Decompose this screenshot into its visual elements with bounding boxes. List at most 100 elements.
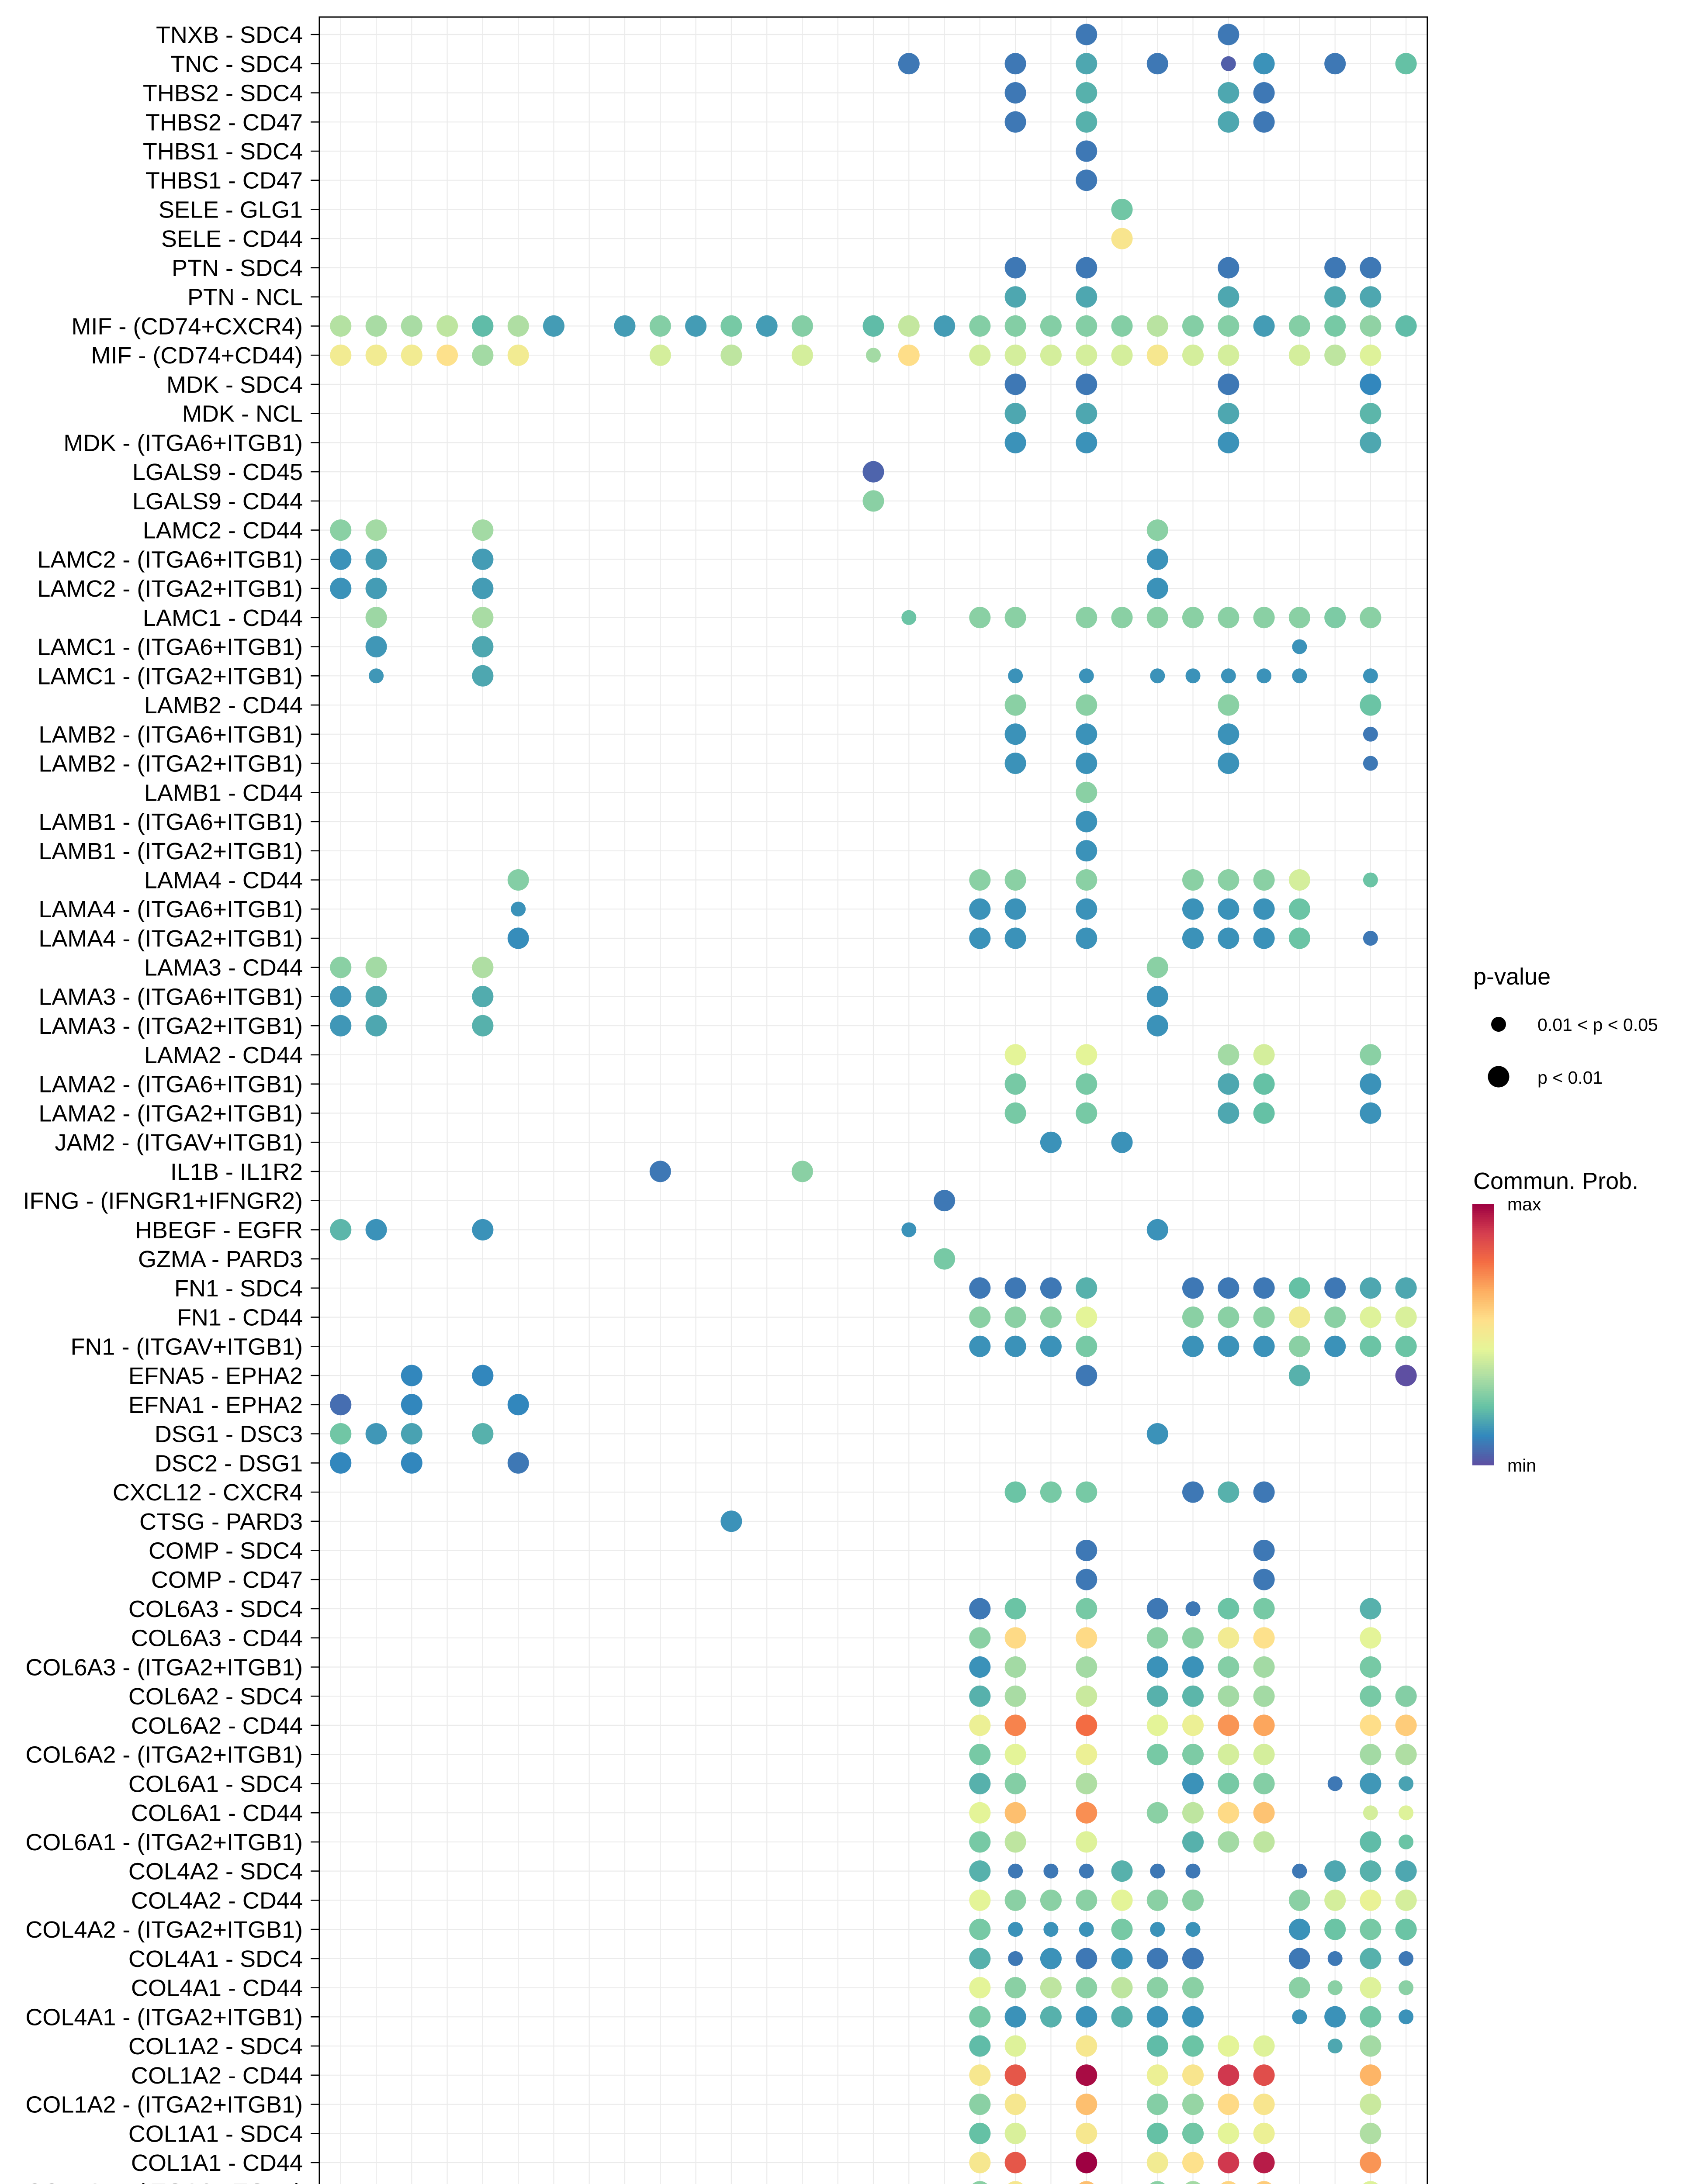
colorbar-segment [1472, 1408, 1494, 1411]
bubble [1395, 1744, 1417, 1766]
y-tick-label: DSG1 - DSC3 [155, 1421, 303, 1448]
bubble [401, 1452, 422, 1474]
bubble [1008, 668, 1023, 684]
bubble [1360, 2094, 1381, 2115]
colorbar-segment [1472, 1372, 1494, 1374]
colorbar-segment [1472, 1293, 1494, 1296]
colorbar-segment [1472, 1437, 1494, 1439]
bubble [330, 1423, 352, 1444]
bubble [1253, 2064, 1275, 2086]
bubble [1004, 82, 1026, 104]
bubble [1004, 694, 1026, 716]
colorbar-segment [1472, 1204, 1494, 1207]
bubble [1182, 1744, 1204, 1766]
colorbar-segment [1472, 1354, 1494, 1357]
bubble [1146, 2152, 1168, 2174]
size-legend-key-large [1488, 1066, 1510, 1088]
bubble [1218, 1714, 1239, 1736]
bubble [1288, 1977, 1310, 1999]
bubble [1004, 1656, 1026, 1678]
bubble [1150, 2181, 1165, 2184]
colorbar-segment [1472, 1400, 1494, 1403]
bubble [1360, 1918, 1381, 1940]
bubble [1004, 1744, 1026, 1766]
bubble [1076, 1540, 1098, 1561]
bubble [1218, 2064, 1239, 2086]
colorbar-segment [1472, 1248, 1494, 1251]
bubble [1076, 1569, 1098, 1590]
bubble [1079, 668, 1094, 684]
bubble [1399, 1834, 1414, 1849]
colorbar-segment [1472, 1384, 1494, 1387]
bubble [934, 1248, 956, 1270]
colorbar-segment [1472, 1367, 1494, 1370]
y-tick-label: EFNA5 - EPHA2 [128, 1363, 303, 1389]
size-legend-label-large: p < 0.01 [1537, 1068, 1603, 1088]
colorbar-segment [1472, 1280, 1494, 1283]
colorbar-segment [1472, 1210, 1494, 1213]
bubble [1008, 1951, 1023, 1966]
bubble [1218, 1073, 1239, 1095]
bubble [1395, 1365, 1417, 1386]
bubble [1360, 1598, 1381, 1620]
y-tick-label: PTN - NCL [187, 284, 303, 311]
bubble [969, 1656, 991, 1678]
y-tick-label: FN1 - SDC4 [174, 1275, 303, 1302]
colorbar-segment [1472, 1397, 1494, 1400]
bubble [1253, 1831, 1275, 1853]
bubble [1360, 607, 1381, 629]
bubble [1004, 1044, 1026, 1066]
bubble [1218, 315, 1239, 337]
bubble [1004, 1481, 1026, 1503]
bubble [1076, 607, 1098, 629]
bubble [685, 315, 707, 337]
bubble [1253, 2094, 1275, 2115]
bubble [1182, 1481, 1204, 1503]
bubble [1076, 1044, 1098, 1066]
bubble [1218, 24, 1239, 45]
bubble [1292, 2009, 1307, 2025]
bubble [1399, 2009, 1414, 2025]
bubble [1257, 668, 1272, 684]
y-tick-label: MDK - SDC4 [166, 372, 303, 398]
colorbar-segment [1472, 1343, 1494, 1346]
bubble [1363, 872, 1378, 888]
bubble [1076, 140, 1098, 162]
colorbar-segment [1472, 1356, 1494, 1359]
bubble [1076, 1685, 1098, 1707]
bubble [1324, 1335, 1346, 1357]
bubble [1288, 1306, 1310, 1328]
y-tick-label: LAMB1 - (ITGA2+ITGB1) [38, 838, 303, 864]
bubble [330, 986, 352, 1007]
bubble [1288, 1889, 1310, 1911]
bubble [1253, 111, 1275, 133]
bubble [1004, 927, 1026, 949]
legend: p-value 0.01 < p < 0.05 p < 0.01 Commun.… [1472, 964, 1658, 1476]
bubble [472, 665, 494, 687]
bubble [1040, 1306, 1062, 1328]
bubble [1395, 315, 1417, 337]
colorbar-segment [1472, 1365, 1494, 1368]
bubble [1004, 723, 1026, 745]
bubble [1360, 1277, 1381, 1299]
colorbar-segment [1472, 1321, 1494, 1324]
bubble [1218, 1831, 1239, 1853]
bubble [1395, 1714, 1417, 1736]
bubble [969, 1802, 991, 1824]
bubble [1076, 1802, 1098, 1824]
bubble [1182, 1656, 1204, 1678]
bubble [1253, 1656, 1275, 1678]
bubble [1185, 1922, 1201, 1937]
y-tick-label: MDK - (ITGA6+ITGB1) [63, 430, 303, 456]
bubble [1146, 53, 1168, 75]
bubble [401, 1365, 422, 1386]
bubble [969, 607, 991, 629]
bubble [1327, 2039, 1343, 2054]
colorbar-segment [1472, 1350, 1494, 1352]
y-tick-label: JAM2 - (ITGAV+ITGB1) [55, 1130, 303, 1156]
bubble [330, 315, 352, 337]
bubble [862, 461, 884, 483]
colorbar-segment [1472, 1254, 1494, 1257]
colorbar-segment [1472, 1308, 1494, 1311]
bubble [1218, 1802, 1239, 1824]
